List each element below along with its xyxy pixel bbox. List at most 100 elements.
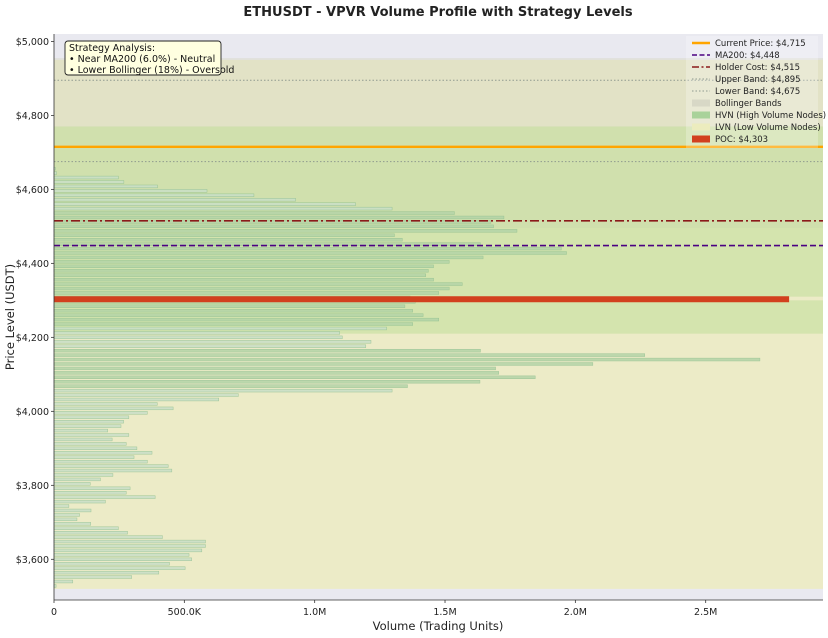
volume-bar	[53, 526, 119, 530]
annotation-box	[64, 40, 222, 76]
volume-bar	[53, 371, 499, 375]
legend-label: Current Price: $4,715	[715, 39, 806, 49]
volume-bar	[53, 451, 153, 455]
legend-label: HVN (High Volume Nodes)	[715, 111, 826, 121]
x-tick-label: 1.0M	[303, 607, 326, 618]
volume-bar	[53, 198, 296, 202]
y-tick-label: $4,800	[16, 111, 49, 122]
volume-bar	[53, 255, 484, 260]
volume-bar	[53, 388, 393, 393]
volume-bar	[53, 575, 132, 579]
volume-bar	[53, 491, 127, 495]
volume-bar	[53, 384, 408, 388]
volume-bar	[53, 437, 113, 442]
volume-bar	[53, 282, 463, 286]
legend-swatch	[692, 123, 710, 131]
volume-bar	[53, 473, 114, 477]
volume-bar	[53, 424, 122, 428]
volume-bar	[53, 229, 518, 233]
volume-bar	[53, 309, 413, 313]
volume-bar	[53, 415, 130, 419]
volume-bar	[53, 508, 92, 513]
volume-bar	[53, 362, 594, 366]
volume-bar	[53, 553, 190, 557]
volume-bar	[53, 579, 74, 584]
y-tick-label: $3,800	[16, 481, 49, 492]
legend-swatch	[692, 135, 710, 143]
annotation-line-2: • Lower Bollinger (18%) - Oversold	[69, 65, 234, 76]
volume-bar	[53, 260, 450, 264]
y-axis-label: Price Level (USDT)	[3, 264, 17, 370]
volume-bar	[53, 286, 450, 291]
axes-layer: $3,600 $3,800 $4,000 $4,200 $4,400 $4,600 $4,8…	[16, 34, 823, 618]
legend-swatch	[692, 111, 710, 119]
volume-bar	[53, 335, 343, 340]
volume-bar	[53, 273, 426, 277]
volume-bar	[53, 220, 492, 224]
legend-swatch	[692, 99, 710, 107]
x-tick-label: 2.0M	[564, 607, 587, 618]
y-tick-label: $5,000	[16, 37, 49, 48]
volume-bar	[53, 326, 387, 331]
y-tick-label: $4,000	[16, 407, 49, 418]
y-tick-label: $3,600	[16, 555, 49, 566]
volume-bar	[53, 184, 158, 189]
volume-bar	[53, 251, 567, 255]
volume-bar	[53, 246, 562, 251]
volume-bar	[53, 535, 163, 539]
volume-bar	[53, 189, 208, 193]
volume-bar	[53, 531, 128, 535]
legend-label: Bollinger Bands	[715, 99, 782, 109]
volume-bar	[53, 380, 481, 384]
volume-bar	[53, 548, 203, 553]
legend-label: LVN (Low Volume Nodes)	[715, 123, 821, 133]
poc-bar	[54, 296, 790, 303]
lines-layer	[54, 79, 823, 303]
volume-bar	[53, 269, 429, 273]
volume-bar	[53, 499, 106, 504]
volume-bar	[53, 344, 367, 348]
x-tick-label: 0	[51, 607, 57, 618]
volume-bar	[53, 211, 455, 215]
volume-bar	[53, 557, 192, 561]
volume-bar	[53, 233, 395, 237]
legend-label: POC: $4,303	[715, 135, 768, 145]
volume-bar	[53, 464, 169, 468]
volume-bar	[53, 277, 434, 282]
volume-bar	[53, 477, 101, 482]
chart-title: ETHUSDT - VPVR Volume Profile with Strat…	[243, 5, 632, 20]
volume-bar	[53, 402, 158, 406]
y-tick-label: $4,200	[16, 333, 49, 344]
volume-bar	[53, 180, 125, 184]
volume-bar	[53, 175, 119, 180]
y-tick-label: $4,400	[16, 259, 49, 270]
volume-bar	[53, 459, 148, 464]
volume-bar	[53, 393, 239, 397]
volume-bar	[53, 375, 536, 379]
volume-bar	[53, 504, 70, 508]
x-tick-label: 1.5M	[433, 607, 456, 618]
volume-bar	[53, 264, 434, 268]
volume-bar	[53, 322, 413, 326]
volume-bar	[53, 539, 206, 544]
watermark: @AI 看盘	[722, 604, 782, 621]
x-axis-label: Volume (Trading Units)	[373, 619, 504, 633]
volume-bar	[53, 348, 481, 353]
volume-bar	[53, 420, 124, 424]
volume-bar	[53, 331, 340, 335]
volume-bar	[53, 482, 91, 486]
volume-bar	[53, 562, 170, 566]
legend-label: Holder Cost: $4,515	[715, 63, 800, 73]
volume-bar	[53, 206, 393, 211]
volume-bar	[53, 446, 138, 450]
volume-bar	[53, 495, 156, 499]
volume-bar	[53, 193, 255, 197]
volume-bar	[53, 353, 645, 357]
volume-bar	[53, 570, 160, 575]
legend-label: Upper Band: $4,895	[715, 75, 801, 85]
volume-bar	[53, 522, 92, 526]
volume-bar	[53, 411, 148, 415]
volume-bar	[53, 366, 496, 371]
volume-bar	[53, 566, 186, 570]
